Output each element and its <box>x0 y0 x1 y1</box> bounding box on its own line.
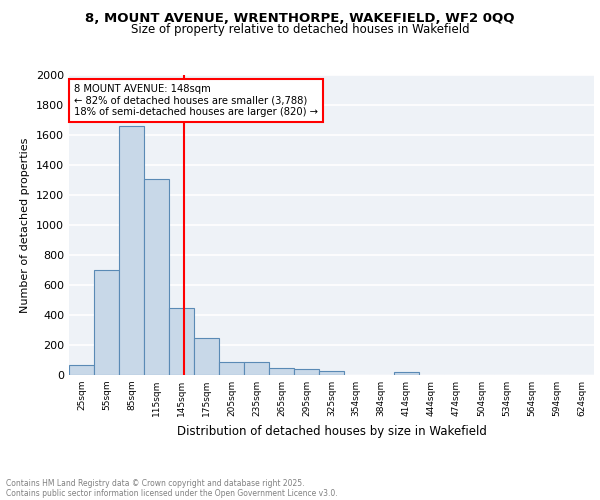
Bar <box>69 365 94 375</box>
Bar <box>194 338 219 375</box>
Bar <box>119 126 144 375</box>
Bar <box>94 270 119 375</box>
Y-axis label: Number of detached properties: Number of detached properties <box>20 138 31 312</box>
Text: 8 MOUNT AVENUE: 148sqm
← 82% of detached houses are smaller (3,788)
18% of semi-: 8 MOUNT AVENUE: 148sqm ← 82% of detached… <box>74 84 318 117</box>
Bar <box>319 371 344 375</box>
Bar <box>269 368 295 375</box>
Bar <box>169 308 194 375</box>
Bar <box>394 372 419 375</box>
Text: 8, MOUNT AVENUE, WRENTHORPE, WAKEFIELD, WF2 0QQ: 8, MOUNT AVENUE, WRENTHORPE, WAKEFIELD, … <box>85 12 515 26</box>
X-axis label: Distribution of detached houses by size in Wakefield: Distribution of detached houses by size … <box>176 424 487 438</box>
Bar <box>219 362 244 375</box>
Bar <box>244 362 269 375</box>
Bar <box>144 178 169 375</box>
Bar <box>295 369 319 375</box>
Text: Contains HM Land Registry data © Crown copyright and database right 2025.: Contains HM Land Registry data © Crown c… <box>6 478 305 488</box>
Text: Contains public sector information licensed under the Open Government Licence v3: Contains public sector information licen… <box>6 488 338 498</box>
Text: Size of property relative to detached houses in Wakefield: Size of property relative to detached ho… <box>131 22 469 36</box>
